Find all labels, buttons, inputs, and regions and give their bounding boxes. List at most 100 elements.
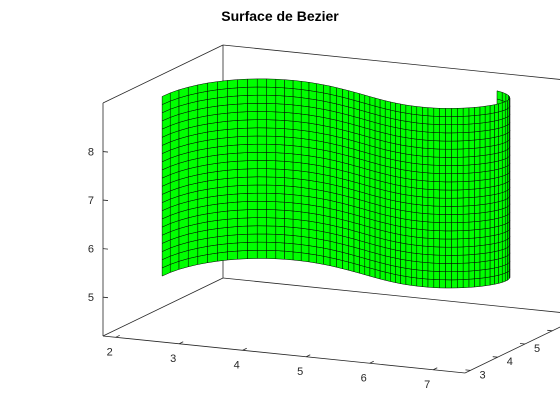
surface-patch xyxy=(256,192,267,202)
surface-patch xyxy=(405,186,412,196)
surface-patch xyxy=(316,205,324,216)
surface-patch xyxy=(439,148,446,158)
surface-patch xyxy=(266,241,277,251)
surface-patch xyxy=(501,125,506,136)
surface-patch xyxy=(284,234,294,244)
surface-patch xyxy=(292,218,302,229)
surface-patch xyxy=(384,149,391,160)
surface-patch xyxy=(468,131,475,141)
surface-patch xyxy=(411,130,418,140)
surface-patch xyxy=(489,243,495,253)
surface-patch xyxy=(316,91,324,102)
surface-patch xyxy=(395,225,401,236)
surface-patch xyxy=(308,237,317,248)
surface-patch xyxy=(256,103,267,112)
surface-patch xyxy=(489,226,495,237)
surface-patch xyxy=(323,223,331,234)
surface-patch xyxy=(405,202,412,213)
surface-patch xyxy=(501,231,506,242)
surface-patch xyxy=(474,139,481,149)
surface-patch xyxy=(501,215,506,226)
surface-patch xyxy=(284,95,294,106)
surface-patch xyxy=(384,198,391,209)
surface-patch xyxy=(379,245,386,257)
surface-patch xyxy=(498,126,503,137)
surface-patch xyxy=(395,257,401,268)
surface-patch xyxy=(237,78,248,89)
surface-patch xyxy=(405,210,412,221)
surface-patch xyxy=(498,273,503,284)
surface-patch xyxy=(395,159,401,170)
surface-patch xyxy=(479,187,486,197)
x-tick xyxy=(306,354,311,358)
surface-patch xyxy=(308,139,317,150)
surface-patch xyxy=(457,246,464,256)
surface-patch xyxy=(256,209,267,218)
x-tick xyxy=(433,367,438,371)
surface-patch xyxy=(374,130,381,141)
surface-patch xyxy=(266,111,277,121)
surface-patch xyxy=(308,106,317,117)
surface-patch xyxy=(247,86,258,96)
surface-patch xyxy=(457,124,464,134)
surface-patch xyxy=(227,152,238,163)
surface-patch xyxy=(374,97,381,108)
surface-patch xyxy=(411,268,418,279)
surface-patch xyxy=(227,201,238,212)
surface-patch xyxy=(457,116,464,125)
surface-patch xyxy=(400,111,407,122)
surface-patch xyxy=(237,250,248,260)
surface-patch xyxy=(457,181,464,191)
surface-patch xyxy=(275,144,285,154)
surface-patch xyxy=(501,240,506,251)
surface-patch xyxy=(451,165,458,174)
surface-patch xyxy=(489,210,495,221)
surface-patch xyxy=(227,136,238,146)
surface-patch xyxy=(427,156,435,166)
surface-patch xyxy=(445,189,452,199)
surface-patch xyxy=(411,252,418,262)
surface-patch xyxy=(316,213,324,224)
surface-patch xyxy=(405,194,412,205)
surface-patch xyxy=(336,87,343,98)
surface-patch xyxy=(501,158,506,169)
surface-patch xyxy=(384,263,391,274)
surface-patch xyxy=(411,203,418,213)
surface-patch xyxy=(284,161,294,171)
surface-patch xyxy=(474,188,481,198)
surface-patch xyxy=(427,123,435,133)
surface-patch xyxy=(384,271,391,282)
surface-patch xyxy=(300,130,310,140)
surface-patch xyxy=(494,274,499,285)
surface-patch xyxy=(292,137,302,147)
surface-patch xyxy=(445,165,452,174)
surface-patch xyxy=(484,268,491,278)
surface-patch xyxy=(451,263,458,272)
surface-patch xyxy=(479,105,486,116)
surface-patch xyxy=(390,191,396,202)
surface-patch xyxy=(384,222,391,233)
surface-patch xyxy=(498,151,503,162)
surface-patch xyxy=(422,237,429,247)
surface-patch xyxy=(501,223,506,234)
surface-patch xyxy=(451,148,458,158)
surface-patch xyxy=(390,248,396,259)
surface-patch xyxy=(316,238,324,249)
surface-patch xyxy=(292,153,302,164)
y-tick-label: 4 xyxy=(507,356,513,368)
surface-patch xyxy=(284,201,294,212)
surface-patch xyxy=(284,120,294,130)
surface-patch xyxy=(300,154,310,165)
surface-patch xyxy=(484,186,491,197)
surface-patch xyxy=(498,192,503,203)
surface-patch xyxy=(300,179,310,189)
surface-patch xyxy=(275,127,285,138)
surface-patch xyxy=(422,253,429,263)
surface-patch xyxy=(237,86,248,97)
surface-patch xyxy=(468,205,475,215)
surface-patch xyxy=(308,196,317,207)
surface-patch xyxy=(400,275,407,285)
surface-patch xyxy=(300,113,310,124)
surface-patch xyxy=(266,160,277,170)
